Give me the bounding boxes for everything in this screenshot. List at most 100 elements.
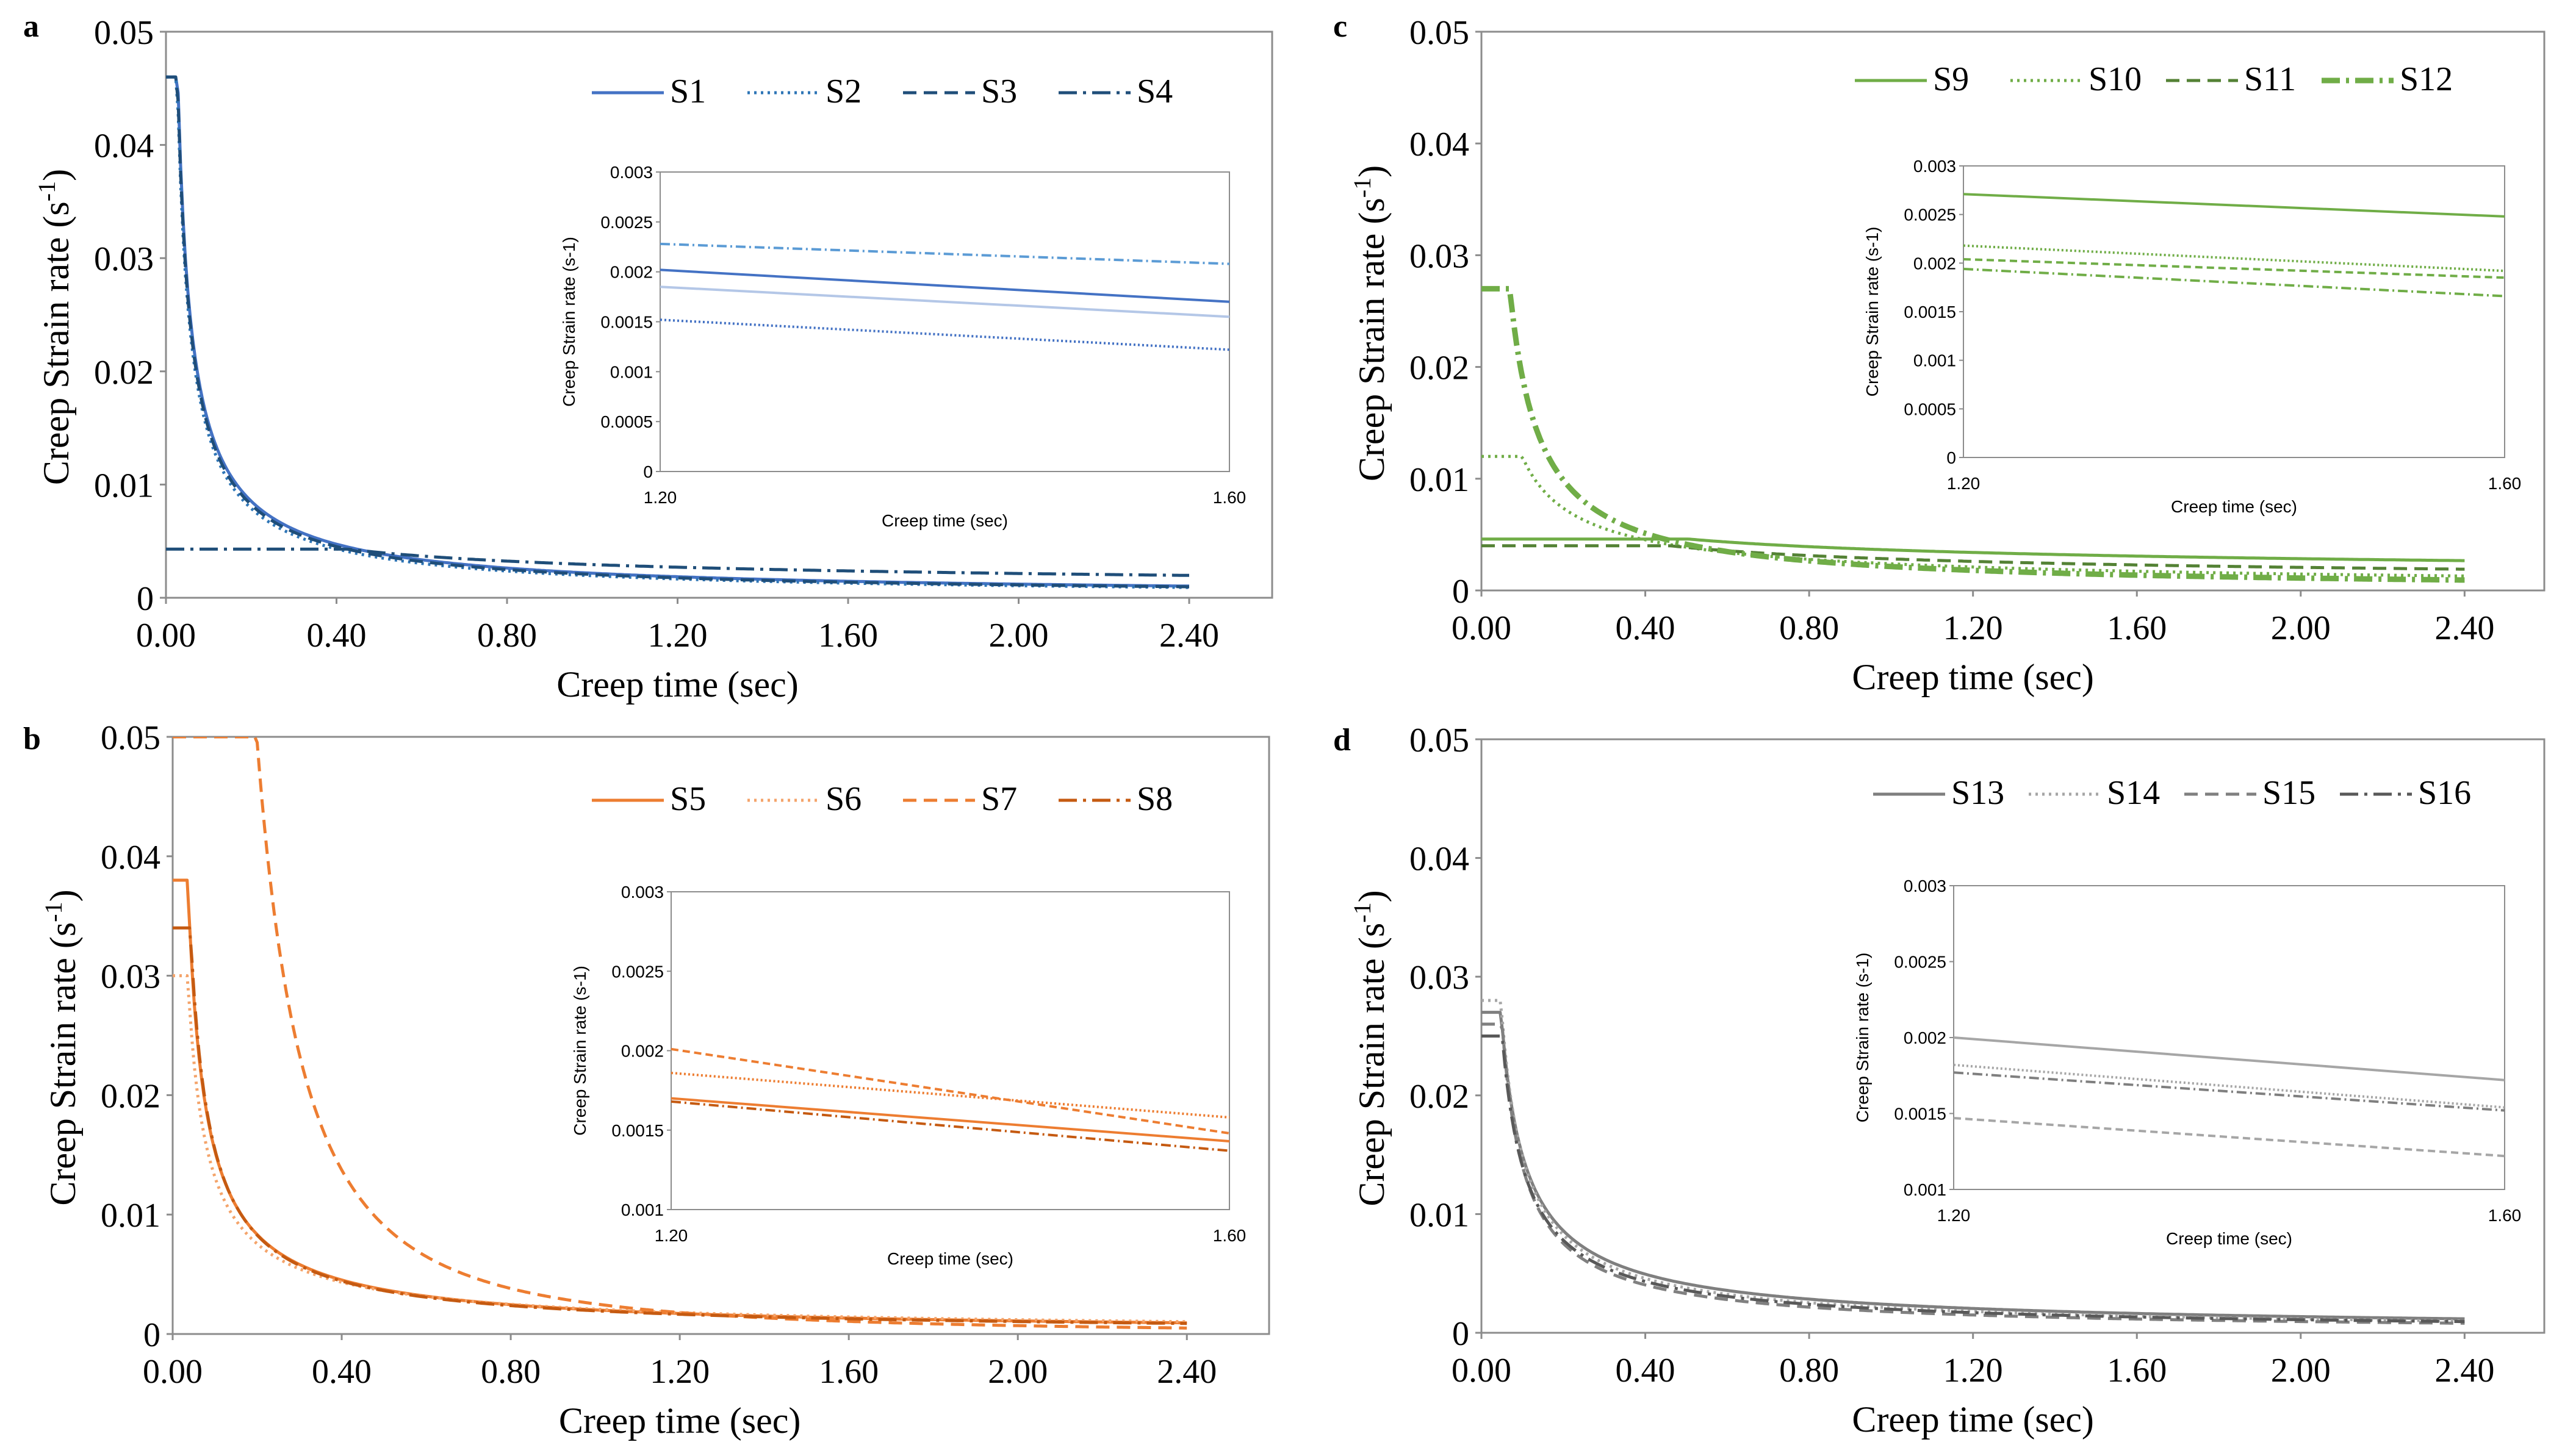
y-tick-label: 0.01: [1409, 1196, 1469, 1234]
inset-x-tick-label: 1.20: [1947, 474, 1981, 493]
series-line-s13: [1481, 1011, 2465, 1321]
x-tick-label: 0.00: [1452, 1352, 1511, 1390]
legend-label-s16: S16: [2418, 774, 2471, 812]
series-line-s16: [1481, 1035, 2465, 1324]
y-tick-label: 0.05: [1409, 722, 1469, 759]
inset-y-axis-title: Creep Strain rate (s-1): [1853, 953, 1872, 1123]
inset-y-tick-label: 0.003: [1913, 157, 1956, 176]
inset-y-tick-label: 0: [643, 462, 653, 481]
inset-x-axis-title: Creep time (sec): [2171, 497, 2297, 516]
x-tick-label: 1.20: [650, 1353, 710, 1391]
inset-y-tick-label: 0.003: [610, 163, 653, 182]
legend-label-s6: S6: [826, 780, 862, 818]
x-tick-label: 0.80: [477, 617, 537, 654]
x-tick-label: 2.00: [989, 617, 1049, 654]
y-axis-title-end: ): [43, 889, 83, 902]
inset-series-line-s4: [660, 242, 1230, 265]
inset-y-tick-label: 0.002: [621, 1042, 664, 1061]
x-tick-label: 0.40: [1616, 609, 1675, 647]
y-axis-title-sup: -1: [33, 181, 60, 201]
inset-x-axis-title: Creep time (sec): [887, 1249, 1013, 1268]
y-tick-label: 0.05: [101, 719, 160, 757]
x-tick-label: 1.20: [1943, 1352, 2003, 1390]
inset-frame: [660, 171, 1230, 472]
y-tick-label: 0.03: [94, 240, 154, 278]
inset-series-line-s1: [660, 268, 1230, 303]
y-tick-label: 0.05: [94, 14, 154, 52]
panel-label: c: [1333, 9, 1347, 44]
inset-y-tick-label: 0.0015: [1894, 1105, 1946, 1124]
inset-y-tick-label: 0.002: [1904, 1028, 1946, 1047]
y-tick-label: 0: [1452, 573, 1469, 611]
y-tick-label: 0.03: [1409, 959, 1469, 997]
panel-label: a: [23, 9, 39, 44]
legend-label-s13: S13: [1951, 774, 2004, 812]
legend-label-s8: S8: [1137, 780, 1173, 818]
y-tick-label: 0.02: [1409, 350, 1469, 387]
panel-a: a 0 0.01 0.02 0.03 0.04 0.05 0.00 0.40 0.80 1.20 1.…: [23, 9, 1273, 705]
x-tick-label: 1.20: [648, 617, 708, 654]
x-axis-title: Creep time (sec): [1852, 657, 2093, 697]
inset-y-tick-label: 0.0005: [600, 412, 653, 431]
inset-y-axis-title: Creep Strain rate (s-1): [570, 966, 589, 1136]
x-tick-label: 2.00: [2271, 1352, 2331, 1390]
inset-x-tick-label: 1.20: [1937, 1206, 1971, 1225]
inset-chart: 0.001 0.0015 0.002 0.0025 0.003 1.20 1.60 Creep…: [570, 883, 1246, 1268]
inset-y-axis-title: Creep Strain rate (s-1): [1863, 227, 1882, 397]
y-tick-label: 0.01: [101, 1197, 160, 1235]
x-tick-label: 1.60: [819, 1353, 879, 1391]
x-tick-label: 2.00: [988, 1353, 1048, 1391]
inset-chart: 0 0.0005 0.001 0.0015 0.002 0.0025 0.003 1.20 1.…: [1863, 157, 2521, 516]
y-tick-label: 0.03: [1409, 237, 1469, 275]
panel-b: b 0 0.01 0.02 0.03 0.04 0.05 0.00 0.40 0.80 1.20 1.…: [23, 719, 1270, 1441]
series-line-s11: [1481, 544, 2465, 571]
series-line-s8: [173, 926, 1187, 1325]
legend-label-s11: S11: [2244, 60, 2296, 98]
inset-y-tick-label: 0.001: [1913, 351, 1956, 370]
series-line-s7: [173, 737, 1187, 1330]
inset-chart: 0.001 0.0015 0.002 0.0025 0.003 1.20 1.60 Creep…: [1853, 877, 2521, 1248]
y-tick-label: 0.04: [101, 839, 160, 877]
inset-x-tick-label: 1.60: [1213, 1226, 1247, 1245]
inset-y-tick-label: 0.003: [621, 883, 664, 902]
y-axis-title-sup: -1: [1348, 902, 1376, 922]
x-tick-label: 0.00: [1452, 609, 1511, 647]
x-tick-label: 1.60: [2107, 609, 2167, 647]
legend: S1 S2 S3 S4: [592, 73, 1173, 110]
legend-label-s9: S9: [1933, 60, 1969, 98]
y-axis-title: Creep Strain rate (s-1): [40, 889, 83, 1205]
inset-series-line-s13: [1953, 1036, 2505, 1081]
inset-series-line-s10: [1963, 244, 2505, 273]
inset-y-tick-label: 0.001: [621, 1200, 664, 1219]
inset-y-tick-label: 0.0015: [600, 313, 653, 332]
inset-y-tick-label: 0.0015: [611, 1121, 664, 1140]
legend-label-s2: S2: [826, 73, 862, 110]
y-tick-label: 0.05: [1409, 14, 1469, 52]
x-tick-label: 0.40: [312, 1353, 372, 1391]
x-tick-label: 0.80: [1779, 609, 1839, 647]
y-axis-title-main: Creep Strain rate (s: [43, 922, 83, 1206]
y-axis-title: Creep Strain rate (s-1): [1348, 165, 1392, 481]
x-tick-label: 1.20: [1943, 609, 2003, 647]
legend-label-s1: S1: [670, 73, 706, 110]
inset-y-tick-label: 0.0025: [600, 213, 653, 232]
inset-y-tick-label: 0.0015: [1904, 303, 1956, 321]
y-tick-label: 0.01: [1409, 461, 1469, 499]
x-tick-label: 0.40: [307, 617, 367, 654]
legend-label-s10: S10: [2089, 60, 2142, 98]
y-tick-label: 0.04: [1409, 841, 1469, 878]
y-tick-label: 0.04: [94, 127, 154, 165]
plot-frame: [1480, 30, 2546, 592]
panel-d: d 0 0.01 0.02 0.03 0.04 0.05 0.00 0.40 0.80 1.20 1.…: [1333, 722, 2546, 1440]
inset-series-line-s9: [1963, 193, 2505, 218]
series-line-s10: [1481, 454, 2465, 578]
inset-y-tick-label: 0.0025: [1894, 953, 1946, 972]
x-tick-label: 2.00: [2271, 609, 2331, 647]
inset-series-line-s6: [671, 1071, 1230, 1119]
y-tick-label: 0: [143, 1316, 160, 1354]
legend-label-s5: S5: [670, 780, 706, 818]
inset-series-line-s12: [1963, 267, 2505, 298]
inset-y-tick-label: 0.0025: [1904, 206, 1956, 224]
series-line-s12: [1481, 285, 2465, 583]
